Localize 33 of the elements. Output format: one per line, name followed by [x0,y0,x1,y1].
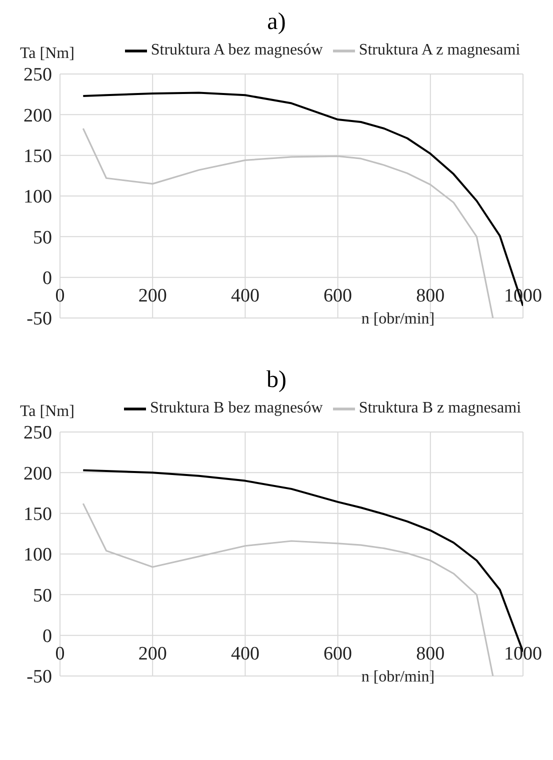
y-tick-label: 200 [24,463,52,484]
legend-label: Struktura A z magnesami [358,42,520,59]
y-tick-label: 0 [42,626,52,648]
x-tick-label: 800 [416,643,445,664]
x-axis-title: n [obr/min] [361,668,435,686]
x-axis-title: n [obr/min] [361,310,435,328]
y-tick-label: 50 [33,227,52,248]
x-tick-label: 600 [324,643,352,664]
y-axis-title: Ta [Nm] [20,403,74,420]
y-tick-label: -50 [26,666,52,688]
x-tick-label: 400 [230,285,260,306]
x-tick-label: 200 [138,285,167,306]
x-tick-label: 200 [138,643,167,664]
y-tick-label: 100 [24,186,52,208]
legend-label: Struktura B bez magnesów [150,400,323,417]
x-tick-label: 600 [324,285,352,306]
y-tick-label: 0 [42,268,52,290]
y-tick-label: 250 [24,422,52,444]
y-tick-label: 250 [24,64,52,86]
y-tick-label: 50 [33,585,52,606]
y-tick-label: 150 [24,504,52,526]
x-tick-label: 400 [230,643,260,664]
y-tick-label: -50 [26,308,52,330]
chart-title: b) [266,366,288,394]
legend-label: Struktura B z magnesami [358,400,522,417]
x-tick-label: 800 [416,285,445,306]
chart-title: a) [266,8,287,36]
y-tick-label: 200 [24,105,52,126]
legend-label: Struktura A bez magnesów [150,42,323,59]
y-tick-label: 100 [24,544,52,566]
x-tick-label: 1000 [504,643,542,664]
y-axis-title: Ta [Nm] [20,45,74,62]
y-tick-label: 150 [24,146,52,168]
